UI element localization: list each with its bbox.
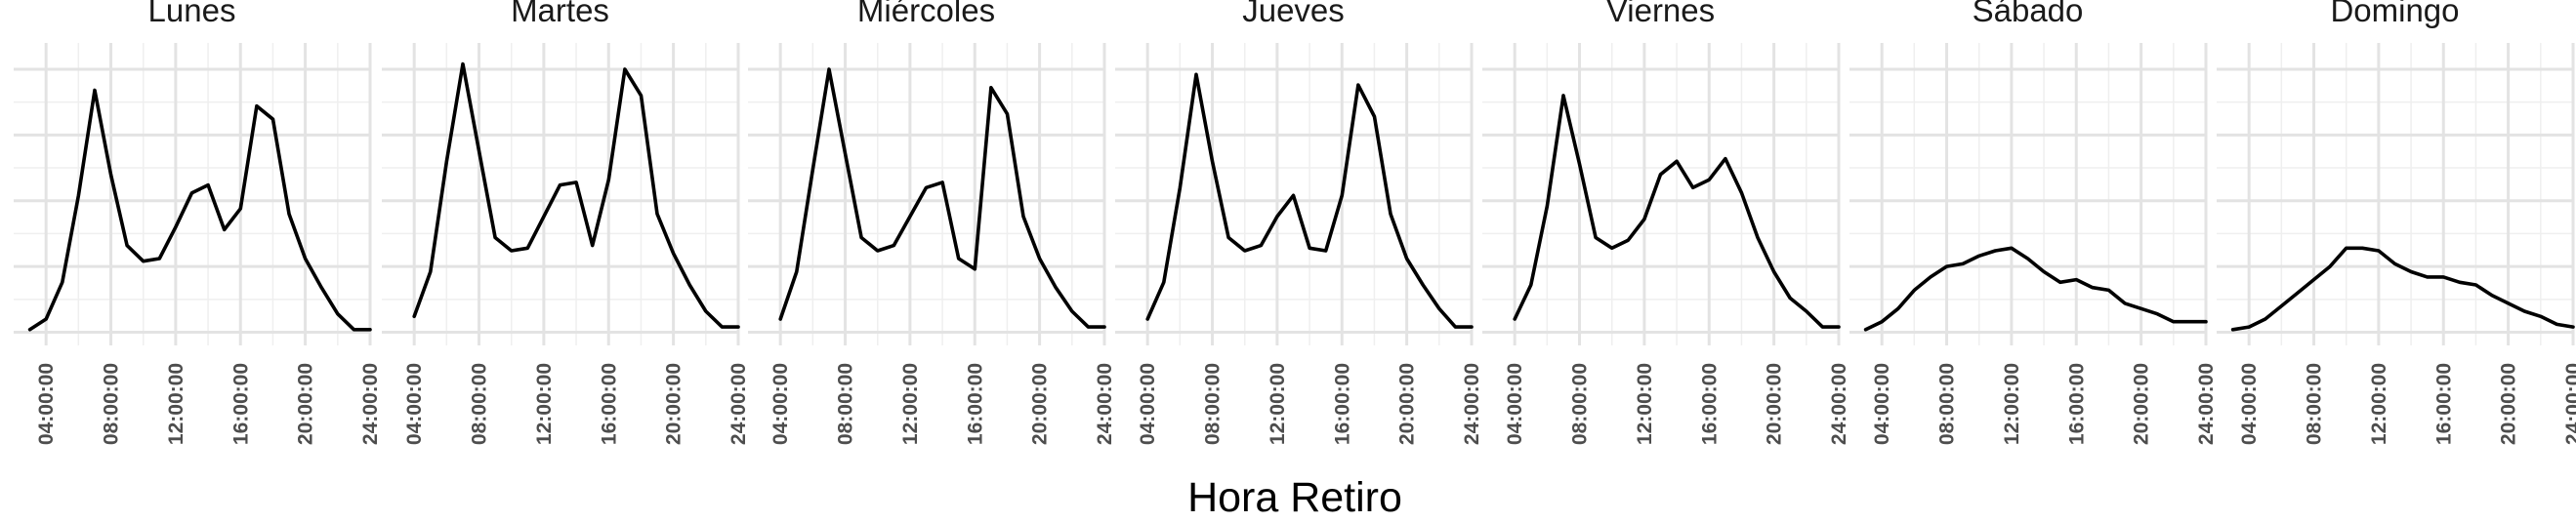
panel-6: 04:00:00 08:00:00 12:00:00 16:00:00 20:00:00… [1849,43,2218,445]
x-tick-label: 24:00:00 [2562,363,2576,445]
x-tick-label: 16:00:00 [2065,363,2088,445]
panel-titles: Lunes Martes Miércoles Jueves Viernes Sábado D… [148,0,2460,28]
x-tick-label: 08:00:00 [2304,363,2326,445]
x-tick-label: 12:00:00 [2368,363,2390,445]
x-tick-label: 12:00:00 [1634,363,1656,445]
panel-2: 04:00:00 08:00:00 12:00:00 16:00:00 20:00:00… [382,43,750,445]
panel-7: 04:00:00 08:00:00 12:00:00 16:00:00 20:00:00… [2217,43,2576,445]
x-tick-label: 08:00:00 [1569,363,1592,445]
series-line [2230,246,2575,332]
x-tick-label: 16:00:00 [964,363,986,445]
x-tick-label: 04:00:00 [1504,363,1526,445]
panel-title: Viernes [1606,0,1715,28]
panel-title: Miércoles [857,0,995,28]
x-tick-label: 16:00:00 [1698,363,1721,445]
x-tick-label: 08:00:00 [101,363,123,445]
x-tick-label: 12:00:00 [1267,363,1289,445]
x-tick-label: 04:00:00 [1137,363,1159,445]
panel-1: 04:00:00 08:00:00 12:00:00 16:00:00 20:00:00… [14,43,382,445]
x-tick-label: 12:00:00 [2001,363,2023,445]
panel-4: 04:00:00 08:00:00 12:00:00 16:00:00 20:00:00… [1115,43,1483,445]
series-line [778,67,1106,329]
x-tick-label: 24:00:00 [1094,363,1116,445]
x-tick-label: 16:00:00 [598,363,620,445]
panel-5: 04:00:00 08:00:00 12:00:00 16:00:00 20:00:00… [1482,43,1850,445]
x-tick-label: 12:00:00 [165,363,187,445]
x-tick-label: 16:00:00 [1331,363,1353,445]
x-tick-label: 20:00:00 [295,363,317,445]
x-tick-label: 04:00:00 [1871,363,1893,445]
x-tick-label: 20:00:00 [2498,363,2520,445]
x-tick-label: 12:00:00 [899,363,922,445]
x-tick-label: 08:00:00 [835,363,857,445]
x-tick-label: 04:00:00 [2238,363,2261,445]
x-tick-label: 24:00:00 [359,363,382,445]
panel-title: Lunes [148,0,236,28]
panel-title: Jueves [1242,0,1345,28]
x-tick-label: 20:00:00 [1396,363,1419,445]
x-tick-label: 08:00:00 [1936,363,1959,445]
panel-3: 04:00:00 08:00:00 12:00:00 16:00:00 20:00:00… [748,43,1116,445]
x-tick-label: 24:00:00 [2195,363,2218,445]
panel-title: Sábado [1973,0,2084,28]
series-line [1145,72,1474,329]
x-tick-label: 20:00:00 [2131,363,2153,445]
x-tick-label: 16:00:00 [229,363,252,445]
panel-title: Martes [511,0,609,28]
x-tick-label: 04:00:00 [769,363,792,445]
series-line [1863,246,2208,332]
series-line [27,88,372,332]
x-tick-label: 20:00:00 [1764,363,1786,445]
x-tick-label: 08:00:00 [469,363,491,445]
x-tick-label: 12:00:00 [533,363,556,445]
x-tick-label: 24:00:00 [727,363,750,445]
x-tick-label: 16:00:00 [2432,363,2455,445]
x-tick-label: 24:00:00 [1461,363,1483,445]
x-axis-title: Hora Retiro [1187,474,1402,517]
series-line [412,61,740,329]
x-tick-label: 20:00:00 [1029,363,1052,445]
x-tick-label: 24:00:00 [1828,363,1850,445]
x-tick-label: 04:00:00 [35,363,58,445]
panel-title: Domingo [2330,0,2459,28]
x-tick-label: 20:00:00 [663,363,686,445]
x-tick-label: 04:00:00 [403,363,426,445]
series-line [1513,94,1841,329]
x-tick-label: 08:00:00 [1202,363,1225,445]
